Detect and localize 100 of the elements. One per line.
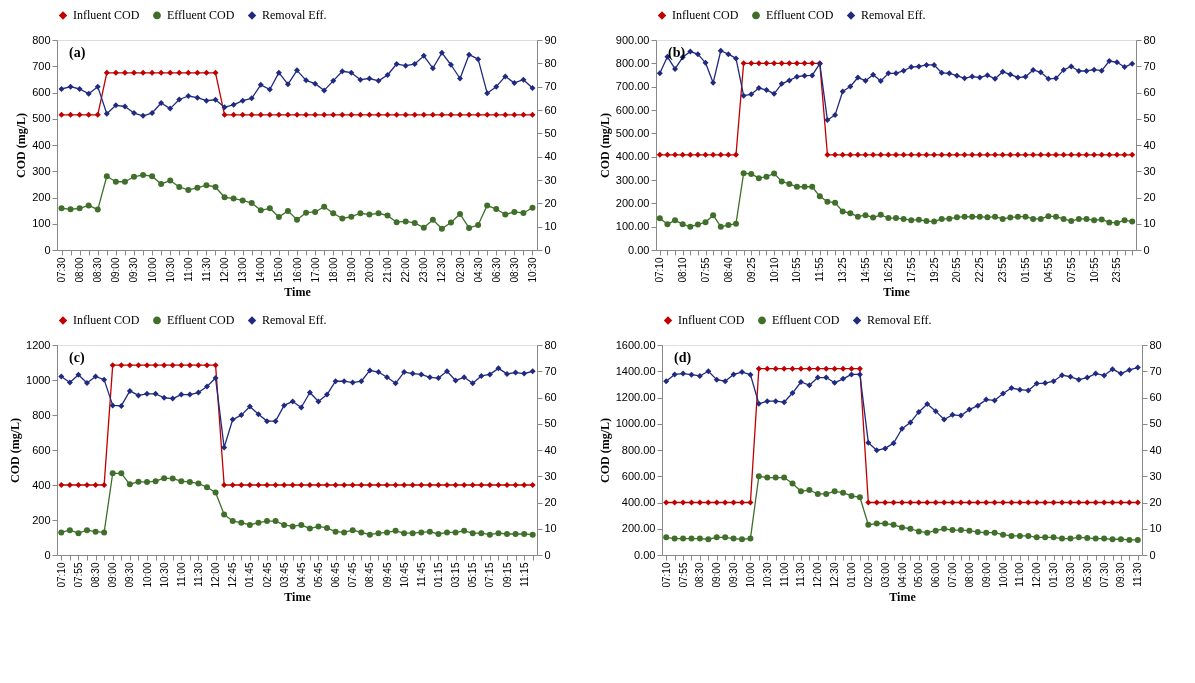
point — [529, 482, 536, 488]
x-tick-label: 05:15 — [467, 562, 479, 588]
y-tick-label: 600 — [32, 443, 51, 456]
point — [435, 482, 442, 488]
point — [203, 182, 210, 189]
point — [140, 112, 147, 119]
point — [486, 531, 493, 538]
point — [991, 397, 998, 404]
point — [865, 521, 872, 528]
point — [401, 369, 408, 376]
x-tick-label: 09:30 — [728, 562, 740, 588]
point — [375, 77, 382, 84]
point — [469, 482, 476, 488]
y2-tick-label: 30 — [1149, 469, 1162, 482]
point — [298, 404, 305, 411]
point — [504, 482, 510, 488]
point — [178, 391, 185, 398]
x-tick-label: 10:30 — [158, 562, 170, 588]
point — [1033, 534, 1040, 541]
y2-tick-label: 50 — [1143, 112, 1156, 125]
point — [890, 499, 897, 506]
point — [130, 110, 137, 117]
x-tick-label: 11:55 — [814, 257, 826, 282]
x-tick-label: 15:00 — [273, 257, 285, 283]
x-tick-label: 11:00 — [778, 562, 790, 587]
point — [529, 111, 536, 118]
x-tick-label: 02:45 — [261, 562, 273, 588]
point — [941, 416, 948, 423]
point — [315, 482, 322, 488]
point — [149, 110, 156, 117]
point — [321, 203, 328, 210]
point — [957, 527, 964, 534]
point — [772, 474, 779, 481]
point — [438, 225, 445, 232]
point — [194, 94, 201, 101]
point — [941, 499, 948, 506]
point — [1117, 499, 1124, 506]
x-tick-label: 03:00 — [879, 562, 891, 588]
point — [1084, 374, 1091, 381]
point — [324, 391, 330, 398]
point — [392, 482, 399, 488]
x-tick-label: 20:55 — [951, 257, 963, 283]
point — [152, 478, 159, 485]
point — [457, 211, 464, 218]
point — [176, 96, 183, 103]
point — [865, 499, 872, 506]
x-tick-label: 05:30 — [1081, 562, 1093, 588]
point — [429, 65, 436, 72]
x-tick-label: 14:55 — [860, 257, 872, 283]
point — [264, 418, 270, 425]
point — [747, 535, 754, 542]
x-tick-label: 04:00 — [896, 562, 908, 588]
y-tick-label: 600.00 — [615, 103, 650, 116]
point — [1059, 372, 1065, 379]
x-tick-label: 11:30 — [1132, 562, 1144, 587]
y-axis-title: COD (mg/L) — [14, 113, 29, 178]
point — [167, 69, 174, 76]
x-tick-label: 08:00 — [74, 257, 86, 283]
point — [306, 482, 313, 488]
point — [521, 482, 528, 488]
point — [1016, 386, 1023, 393]
point — [112, 178, 119, 185]
y-tick-label: 800 — [32, 408, 51, 421]
legend-label: Effluent COD — [772, 313, 840, 328]
point — [705, 499, 712, 506]
point — [1059, 499, 1065, 506]
x-tick-label: 02:30 — [454, 257, 466, 283]
point — [1025, 387, 1032, 394]
point — [402, 62, 409, 69]
point — [873, 520, 880, 527]
point — [330, 77, 337, 84]
point — [67, 111, 74, 118]
point — [401, 482, 408, 488]
point — [58, 373, 65, 380]
point — [152, 362, 159, 369]
point — [238, 519, 245, 526]
y-tick-label: 400.00 — [615, 150, 650, 163]
x-tick-label: 08:30 — [694, 562, 706, 588]
point — [991, 529, 998, 536]
point — [411, 111, 418, 118]
point — [755, 473, 762, 480]
point — [873, 447, 880, 454]
point — [212, 96, 219, 103]
x-tick-label: 08:00 — [963, 562, 975, 588]
point — [949, 499, 956, 506]
point — [521, 531, 528, 537]
x-tick-label: 11:00 — [175, 562, 187, 587]
point — [739, 536, 745, 543]
point — [466, 111, 473, 118]
point — [281, 521, 288, 528]
point — [890, 521, 897, 528]
point — [495, 482, 502, 488]
x-tick-label: 09:00 — [110, 257, 122, 283]
point — [212, 69, 219, 76]
point — [92, 528, 99, 535]
x-tick-label: 16:25 — [882, 257, 894, 283]
point — [924, 401, 931, 408]
point — [275, 213, 282, 220]
y2-tick-label: 10 — [1143, 217, 1156, 230]
point — [393, 111, 400, 118]
